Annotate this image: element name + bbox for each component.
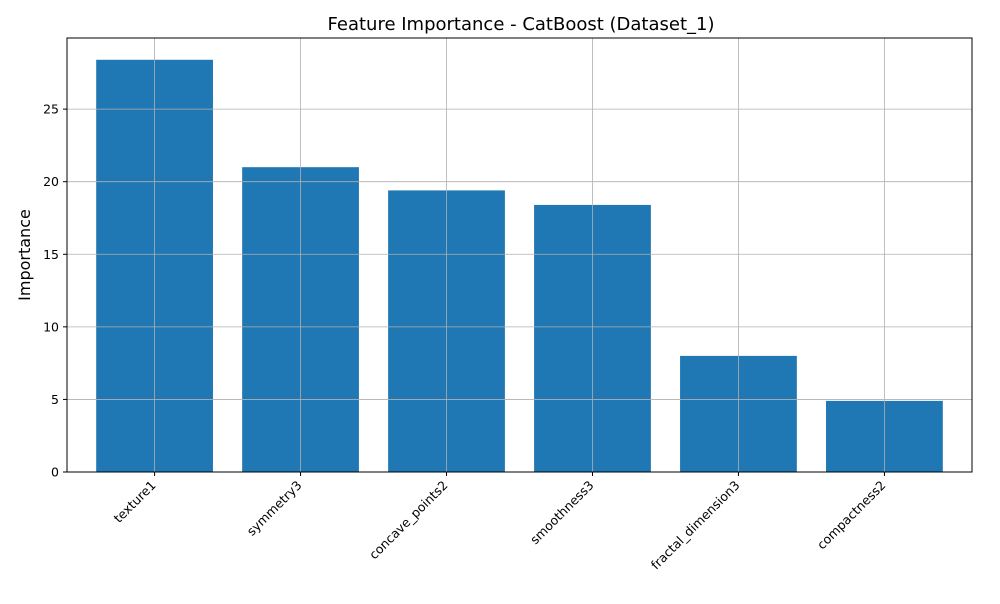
y-tick-label: 15 xyxy=(43,247,59,262)
y-tick-label: 25 xyxy=(43,102,59,117)
bars xyxy=(96,59,943,472)
x-tick-label: fractal_dimension3 xyxy=(648,478,743,573)
y-tick-label: 0 xyxy=(51,465,59,480)
plot-frame xyxy=(66,37,973,473)
chart-title: Feature Importance - CatBoost (Dataset_1… xyxy=(328,14,715,35)
x-tick-label: texture1 xyxy=(111,478,159,526)
y-tick-label: 20 xyxy=(43,174,59,189)
y-axis-label: Importance xyxy=(15,209,34,301)
x-tick-label: symmetry3 xyxy=(244,478,305,539)
x-tick-label: concave_points2 xyxy=(366,478,451,563)
x-tick-label: compactness2 xyxy=(814,478,889,553)
y-tick-label: 10 xyxy=(43,319,59,334)
y-tick-label: 5 xyxy=(51,392,59,407)
x-tick-label: smoothness3 xyxy=(527,478,597,548)
